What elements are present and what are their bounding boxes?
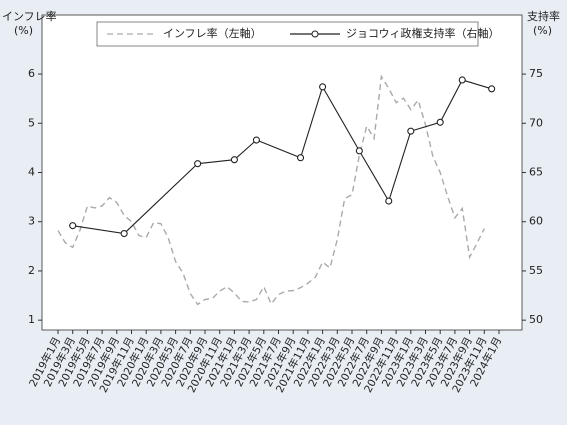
y-tick-label: 2 (28, 264, 35, 277)
y2-tick-label: 50 (529, 313, 543, 326)
series-marker (230, 156, 238, 164)
y-tick-label: 6 (28, 67, 35, 80)
series-marker (436, 118, 444, 126)
y2-tick-label: 60 (529, 215, 543, 228)
series-marker (407, 127, 415, 135)
series-marker (296, 154, 305, 162)
series-marker (319, 83, 327, 91)
y-tick-label: 5 (28, 116, 35, 129)
y-tick-label: 1 (28, 313, 35, 326)
y-axis-unit: (%) (14, 24, 33, 37)
y2-axis-unit: (%) (533, 24, 552, 37)
y2-tick-label: 75 (529, 67, 543, 80)
series-marker (194, 160, 202, 168)
y2-tick-label: 55 (529, 264, 543, 277)
series-marker (458, 76, 466, 84)
legend-marker (311, 30, 319, 38)
series-marker (252, 136, 261, 144)
legend-label: ジョコウィ政権支持率（右軸） (346, 26, 500, 40)
plot-area (41, 14, 523, 331)
y-axis-title: インフレ率 (2, 9, 57, 23)
legend (96, 21, 479, 47)
series-marker (488, 85, 496, 93)
series-line (57, 74, 485, 306)
series-marker (385, 197, 393, 205)
y-tick-label: 4 (28, 166, 35, 179)
y2-tick-label: 65 (529, 166, 543, 179)
y2-axis-title: 支持率 (527, 9, 560, 23)
series-marker (69, 222, 77, 230)
series-marker (355, 147, 363, 155)
legend-label: インフレ率（左軸） (163, 26, 262, 40)
y-tick-label: 3 (28, 215, 35, 228)
series-marker (120, 229, 128, 238)
y2-tick-label: 70 (529, 116, 543, 129)
